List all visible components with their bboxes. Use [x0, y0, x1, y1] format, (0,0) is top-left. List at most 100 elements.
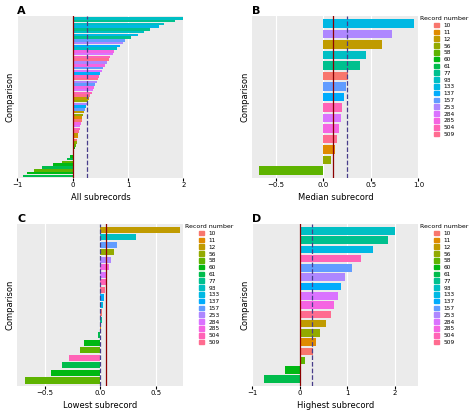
Bar	[73, 69, 101, 72]
Bar	[51, 370, 100, 376]
Text: C: C	[18, 213, 26, 223]
Bar	[300, 357, 305, 364]
Text: A: A	[18, 5, 26, 15]
X-axis label: All subrecords: All subrecords	[71, 193, 130, 203]
Bar	[300, 338, 316, 346]
Bar	[73, 75, 99, 77]
Bar	[323, 124, 338, 133]
Bar	[69, 355, 100, 361]
Bar	[100, 287, 105, 293]
Bar	[73, 53, 113, 55]
Bar	[23, 175, 73, 177]
Bar	[100, 324, 101, 331]
Bar	[100, 310, 101, 316]
Bar	[73, 111, 84, 114]
Bar	[323, 20, 414, 28]
Bar	[323, 156, 331, 164]
Bar	[300, 301, 334, 309]
Bar	[73, 103, 87, 105]
Bar	[73, 116, 82, 119]
Bar	[54, 163, 73, 166]
Bar	[100, 249, 114, 255]
Bar	[73, 141, 77, 144]
X-axis label: Median subrecord: Median subrecord	[298, 193, 373, 203]
Bar	[300, 329, 319, 337]
Bar	[100, 234, 136, 240]
Legend: 10, 11, 12, 56, 58, 60, 61, 77, 93, 133, 137, 157, 253, 284, 285, 504, 509: 10, 11, 12, 56, 58, 60, 61, 77, 93, 133,…	[420, 224, 468, 345]
Bar	[73, 36, 131, 39]
Bar	[73, 83, 95, 86]
Bar	[67, 158, 73, 161]
Bar	[73, 94, 91, 97]
Bar	[73, 59, 109, 61]
Bar	[73, 50, 114, 53]
Bar	[73, 45, 120, 47]
Bar	[73, 28, 150, 31]
Bar	[323, 114, 340, 122]
Bar	[100, 227, 180, 233]
Bar	[73, 108, 85, 111]
Bar	[73, 147, 75, 149]
Bar	[323, 61, 360, 70]
Bar	[264, 375, 300, 383]
Bar	[323, 30, 392, 38]
Bar	[25, 377, 100, 384]
Bar	[73, 114, 82, 116]
Bar	[73, 119, 82, 122]
Bar	[73, 81, 97, 83]
Bar	[73, 92, 91, 94]
Bar	[73, 144, 76, 147]
Bar	[73, 39, 125, 42]
Bar	[73, 133, 78, 136]
Bar	[100, 272, 107, 278]
Bar	[73, 78, 98, 80]
Bar	[100, 317, 101, 323]
Bar	[73, 125, 81, 127]
Y-axis label: Comparison: Comparison	[6, 72, 15, 122]
Bar	[73, 34, 138, 36]
Bar	[300, 227, 395, 235]
Bar	[42, 166, 73, 169]
Bar	[323, 135, 337, 143]
Bar	[73, 17, 183, 20]
Bar	[84, 339, 100, 346]
Text: B: B	[252, 5, 261, 15]
Bar	[73, 64, 105, 67]
Bar	[73, 150, 74, 152]
Legend: 10, 11, 12, 56, 58, 60, 61, 77, 93, 133, 137, 157, 253, 284, 285, 504, 509: 10, 11, 12, 56, 58, 60, 61, 77, 93, 133,…	[420, 16, 468, 137]
Bar	[73, 139, 77, 141]
Bar	[73, 128, 80, 130]
Bar	[300, 292, 337, 300]
Y-axis label: Comparison: Comparison	[240, 280, 249, 330]
Bar	[323, 145, 335, 154]
Bar	[100, 257, 111, 263]
Bar	[300, 320, 326, 327]
Bar	[34, 169, 73, 171]
Bar	[323, 82, 346, 91]
Bar	[73, 122, 81, 124]
Bar	[62, 362, 100, 369]
X-axis label: Highest subrecord: Highest subrecord	[297, 401, 374, 411]
Bar	[300, 273, 345, 281]
Y-axis label: Comparison: Comparison	[6, 280, 15, 330]
Bar	[300, 236, 388, 244]
Text: D: D	[252, 213, 262, 223]
Bar	[73, 67, 103, 69]
Bar	[285, 366, 300, 374]
Bar	[300, 255, 362, 262]
Bar	[300, 245, 374, 253]
Bar	[323, 40, 383, 49]
Bar	[73, 89, 92, 92]
Bar	[323, 103, 342, 112]
Bar	[73, 130, 79, 133]
Bar	[73, 25, 159, 28]
Bar	[73, 86, 94, 89]
Bar	[100, 302, 103, 308]
Bar	[73, 22, 164, 25]
Bar	[70, 155, 73, 158]
Bar	[73, 97, 89, 100]
Bar	[81, 347, 100, 353]
Bar	[73, 20, 175, 22]
Bar	[259, 166, 323, 175]
Bar	[300, 264, 352, 272]
